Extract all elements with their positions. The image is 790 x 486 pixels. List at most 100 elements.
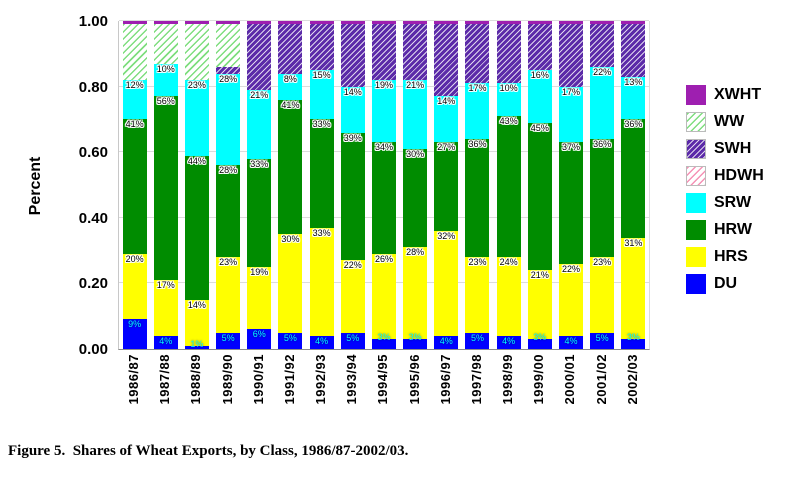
legend-label: DU: [714, 274, 738, 292]
segment-swh: [309, 24, 334, 71]
bar-slot: 1% 14% 44% 23%: [181, 21, 212, 349]
stacked-bar-1997-98: 5% 23% 36% 17%: [465, 21, 490, 349]
segment-du: 4%: [153, 335, 178, 349]
legend-swatch-icon: [686, 84, 706, 105]
segment-hrs: 28%: [403, 247, 428, 340]
x-tick-slot: 1986/87: [118, 354, 149, 405]
segment-swh: [621, 24, 646, 77]
segment-xwht: [465, 21, 490, 25]
stacked-bar-1999-00: 3% 21% 45% 16%: [527, 21, 552, 349]
x-tick-slot: 1994/95: [367, 354, 398, 405]
segment-swh: [558, 24, 583, 87]
segment-value-label: 23%: [219, 257, 238, 268]
segment-srw: 16%: [527, 70, 552, 123]
x-tick-label: 1995/96: [406, 354, 422, 405]
segment-value-label: 16%: [530, 70, 549, 81]
segment-value-label: 6%: [252, 329, 266, 340]
x-tick-slot: 2000/01: [554, 354, 585, 405]
x-tick-label: 1991/92: [281, 354, 297, 405]
segment-value-label: 24%: [499, 257, 518, 268]
bar-slot: 5% 22% 39% 14%: [337, 21, 368, 349]
segment-xwht: [216, 21, 241, 25]
segment-value-label: 33%: [312, 119, 331, 130]
segment-value-label: 14%: [187, 299, 206, 310]
segment-du: 4%: [496, 335, 521, 349]
segment-value-label: 4%: [502, 335, 516, 346]
segment-hrw: 37%: [558, 142, 583, 264]
x-tick-slot: 1989/90: [212, 354, 243, 405]
x-tick-slot: 1993/94: [336, 354, 367, 405]
segment-value-label: 41%: [125, 119, 144, 130]
segment-value-label: 14%: [343, 86, 362, 97]
segment-value-label: 19%: [250, 267, 269, 278]
segment-swh: [496, 24, 521, 84]
gridline: [119, 20, 649, 21]
legend-item-hrw: HRW: [686, 219, 764, 240]
segment-srw: 12%: [122, 80, 147, 120]
segment-value-label: 43%: [499, 116, 518, 127]
legend-item-ww: WW: [686, 111, 764, 132]
segment-srw: 14%: [434, 96, 459, 143]
segment-hrw: 33%: [309, 119, 334, 228]
y-axis-title: Percent: [27, 156, 44, 216]
segment-du: 4%: [558, 335, 583, 349]
bar-slot: 9% 20% 41% 12%: [119, 21, 150, 349]
x-tick-slot: 1992/93: [305, 354, 336, 405]
bar-slot: 6% 19% 33% 21%: [244, 21, 275, 349]
x-tick-label: 1999/00: [531, 354, 547, 405]
segment-hrw: 39%: [340, 132, 365, 261]
x-tick-slot: 1991/92: [274, 354, 305, 405]
x-tick-label: 1993/94: [344, 354, 360, 405]
figure-caption: Figure 5. Shares of Wheat Exports, by Cl…: [8, 443, 409, 459]
bar-slot: 5% 23% 28% 28%: [213, 21, 244, 349]
segment-hrs: 23%: [216, 257, 241, 333]
legend-swatch-icon: [686, 138, 706, 159]
legend-item-srw: SRW: [686, 192, 764, 213]
x-tick-slot: 1988/89: [180, 354, 211, 405]
bar-slot: 3% 26% 34% 19%: [368, 21, 399, 349]
segment-du: 4%: [434, 335, 459, 349]
y-tick-label: 1.00: [78, 13, 108, 30]
segment-hrs: 30%: [278, 234, 303, 333]
segment-swh: [590, 24, 615, 67]
segment-xwht: [153, 21, 178, 25]
legend-swatch-icon: [686, 111, 706, 132]
segment-hrs: 20%: [122, 253, 147, 320]
segment-xwht: [184, 21, 209, 25]
segment-hrs: 21%: [527, 270, 552, 340]
bar-slot: 4% 33% 33% 15%: [306, 21, 337, 349]
segment-swh: [371, 24, 396, 81]
segment-du: 5%: [278, 332, 303, 349]
segment-value-label: 4%: [439, 335, 453, 346]
legend-item-hdwh: HDWH: [686, 165, 764, 186]
segment-value-label: 5%: [346, 332, 360, 343]
segment-hrw: 27%: [434, 142, 459, 231]
segment-value-label: 41%: [281, 99, 300, 110]
legend-swatch-icon: [686, 192, 706, 213]
segment-hrs: 33%: [309, 227, 334, 336]
segment-value-label: 15%: [312, 70, 331, 81]
segment-srw: 28%: [216, 73, 241, 166]
segment-hrw: 56%: [153, 96, 178, 281]
segment-value-label: 3%: [408, 332, 422, 343]
bar-slot: 3% 31% 36% 13%: [618, 21, 649, 349]
legend-item-swh: SWH: [686, 138, 764, 159]
legend-swatch-icon: [686, 219, 706, 240]
segment-value-label: 30%: [406, 148, 425, 159]
segment-value-label: 14%: [437, 96, 456, 107]
stacked-bar-1986-87: 9% 20% 41% 12%: [122, 21, 147, 349]
segment-value-label: 13%: [624, 76, 643, 87]
segment-swh: [465, 24, 490, 84]
segment-value-label: 23%: [468, 257, 487, 268]
segment-value-label: 4%: [564, 335, 578, 346]
segment-xwht: [278, 21, 303, 25]
segment-value-label: 19%: [374, 80, 393, 91]
segment-value-label: 39%: [343, 132, 362, 143]
x-tick-slot: 1999/00: [523, 354, 554, 405]
legend-label: SRW: [714, 193, 752, 211]
segment-srw: 13%: [621, 76, 646, 120]
segment-xwht: [247, 21, 272, 25]
segment-xwht: [558, 21, 583, 25]
segment-srw: 19%: [371, 80, 396, 143]
bar-slot: 5% 23% 36% 22%: [587, 21, 618, 349]
